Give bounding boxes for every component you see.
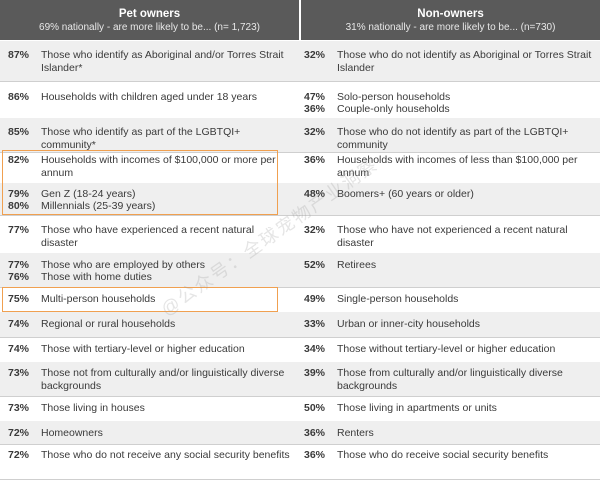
non-owner-percent: 34% [304,343,326,355]
pet-owner-percent: 76% [8,271,30,283]
non-owner-label: Those from culturally and/or linguistica… [337,367,563,392]
table-row: 87% Those who identify as Aboriginal and/… [0,41,600,82]
non-owner-percent: 36% [304,154,326,166]
pet-owner-percent: 72% [8,427,30,439]
table-row: 77% Those who are employed by others 76% Th… [0,253,600,288]
non-owner-percent: 49% [304,293,326,305]
pet-owner-label: Those with tertiary-level or higher educ… [41,343,245,355]
table-row: 74% Those with tertiary-level or higher e… [0,337,600,363]
pet-owner-label: Those who have experienced a recent natu… [41,224,255,249]
pet-owner-percent: 80% [8,200,30,212]
pet-owner-percent: 74% [8,318,30,330]
non-owners-header: Non-owners 31% nationally - are more lik… [301,0,600,40]
pet-owner-label: Those who do not receive any social secu… [41,449,290,461]
pet-owner-percent: 85% [8,126,30,138]
non-owner-label: Boomers+ (60 years or older) [337,188,474,200]
pet-owners-header: Pet owners 69% nationally - are more lik… [0,0,299,40]
pet-owner-label: Homeowners [41,427,103,439]
pet-owner-percent: 77% [8,224,30,236]
non-owner-percent: 33% [304,318,326,330]
non-owner-percent: 36% [304,427,326,439]
pet-owner-label: Those who identify as Aboriginal and/or … [41,49,284,74]
non-owner-percent: 36% [304,449,326,461]
pet-owner-percent: 72% [8,449,30,461]
pet-owner-percent: 75% [8,293,30,305]
pet-owner-percent: 86% [8,91,30,103]
pet-owner-percent: 87% [8,49,30,61]
table-row: 79% Gen Z (18-24 years) 80% Millennials (25… [0,183,600,216]
non-owner-percent: 32% [304,49,326,61]
pet-owner-label: Those not from culturally and/or linguis… [41,367,285,392]
pet-owner-label: Those who identify as part of the LGBTQI… [41,126,241,151]
table-row: 85% Those who identify as part of the LGB… [0,118,600,153]
pet-owner-label: Those with home duties [41,271,152,283]
non-owner-label: Those who do receive social security ben… [337,449,549,461]
non-owner-label: Solo-person households [337,91,451,103]
pet-owner-label: Households with children aged under 18 y… [41,91,257,103]
non-owner-label: Households with incomes of less than $10… [337,154,578,179]
pet-owner-percent: 82% [8,154,30,166]
non-owner-label: Couple-only households [337,103,450,115]
pet-owner-label: Those who are employed by others [41,259,206,271]
pet-owner-label: Households with incomes of $100,000 or m… [41,154,276,179]
pet-owner-percent: 74% [8,343,30,355]
pet-owner-label: Multi-person households [41,293,156,305]
pet-owner-percent: 73% [8,367,30,379]
pet-owner-label: Those living in houses [41,402,145,414]
non-owner-label: Those who have not experienced a recent … [337,224,568,249]
non-owner-label: Those without tertiary-level or higher e… [337,343,556,355]
table-row: 73% Those living in houses 50% Those living… [0,396,600,422]
pet-owners-title: Pet owners [118,8,181,20]
non-owner-label: Urban or inner-city households [337,318,480,330]
non-owner-label: Renters [337,427,374,439]
table-row: 86% Households with children aged under 1… [0,81,600,119]
pet-owner-label: Millennials (25-39 years) [41,200,156,212]
non-owner-percent: 50% [304,402,326,414]
non-owner-percent: 52% [304,259,326,271]
pet-owner-percent: 77% [8,259,30,271]
non-owner-percent: 32% [304,126,326,138]
table-row: 73% Those not from culturally and/or ling… [0,362,600,397]
non-owner-percent: 47% [304,91,326,103]
pet-owner-label: Regional or rural households [41,318,176,330]
non-owner-percent: 32% [304,224,326,236]
non-owner-label: Those living in apartments or units [337,402,497,414]
non-owner-percent: 39% [304,367,326,379]
pet-owner-percent: 79% [8,188,30,200]
pet-owners-subtitle: 69% nationally - are more likely to be..… [39,22,260,33]
non-owners-subtitle: 31% nationally - are more likely to be..… [345,22,556,33]
non-owner-label: Those who do not identify as Aboriginal … [337,49,592,74]
non-owner-label: Those who do not identify as part of the… [337,126,569,151]
pet-owner-label: Gen Z (18-24 years) [41,188,136,200]
non-owner-percent: 36% [304,103,326,115]
non-owner-label: Single-person households [337,293,459,305]
non-owners-title: Non-owners [417,8,484,20]
non-owner-label: Retirees [337,259,377,271]
table-row: 77% Those who have experienced a recent n… [0,215,600,254]
table-row: 74% Regional or rural households 33% Urban … [0,312,600,338]
table-row: 72% Homeowners 36% Renters [0,421,600,445]
non-owner-percent: 48% [304,188,326,200]
table-row: 75% Multi-person households 49% Single-pers… [0,287,600,313]
table-row: 72% Those who do not receive any social s… [0,444,600,480]
pet-owner-percent: 73% [8,402,30,414]
table-row: 82% Households with incomes of $100,000 o… [0,152,600,184]
